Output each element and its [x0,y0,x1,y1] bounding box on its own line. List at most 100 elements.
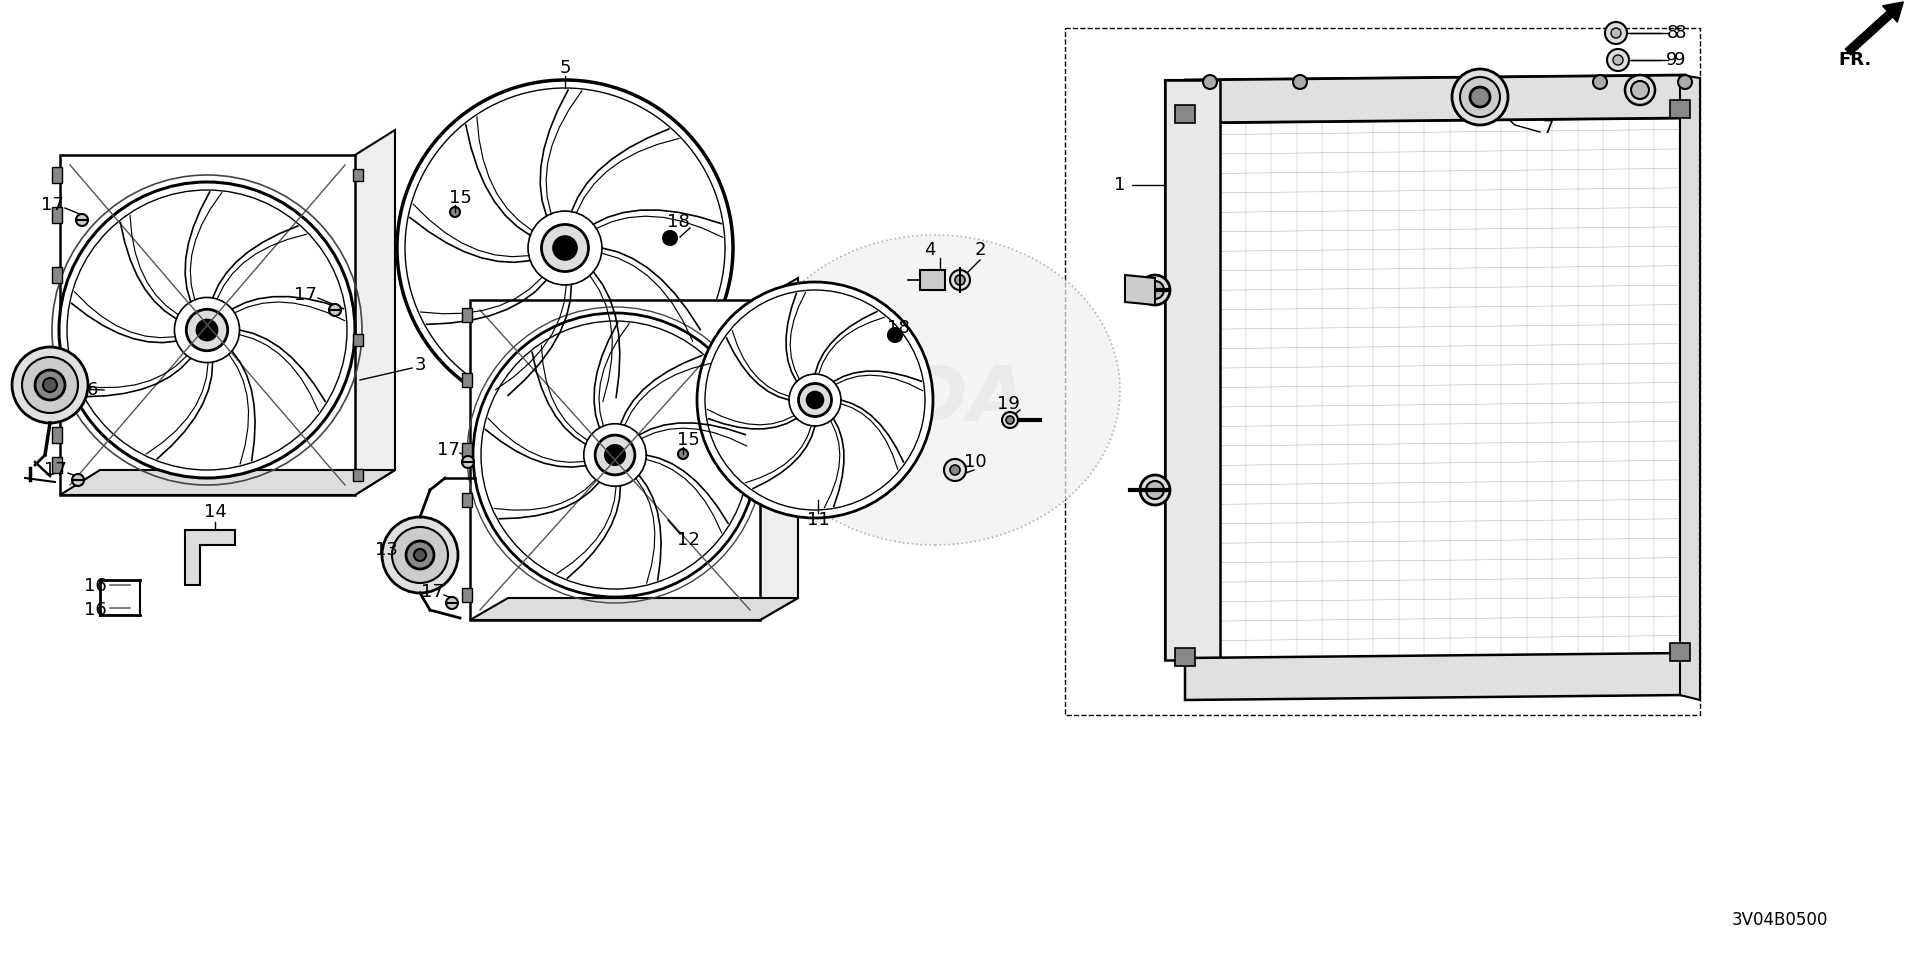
Circle shape [392,527,447,583]
Text: 17: 17 [294,286,317,304]
Text: 8: 8 [1667,24,1678,42]
Text: 11: 11 [806,511,829,529]
Text: 5: 5 [559,59,570,77]
Polygon shape [920,270,945,290]
Polygon shape [184,530,234,585]
Polygon shape [355,130,396,495]
Circle shape [21,357,79,413]
Text: 17: 17 [420,583,444,601]
Circle shape [196,320,217,341]
Text: 2: 2 [973,241,985,259]
Circle shape [1678,75,1692,89]
Text: FR.: FR. [1837,51,1872,69]
Text: 8: 8 [1674,24,1686,42]
Text: 18: 18 [666,213,689,231]
Polygon shape [1680,75,1699,700]
Polygon shape [463,493,472,507]
Circle shape [1605,22,1626,44]
Circle shape [1594,75,1607,89]
Circle shape [945,459,966,481]
Text: 19: 19 [996,395,1020,413]
Polygon shape [1219,110,1680,660]
Polygon shape [52,207,61,223]
Circle shape [662,231,678,245]
Circle shape [77,214,88,226]
Text: 3: 3 [415,356,426,374]
Circle shape [186,309,228,350]
Text: 16: 16 [84,601,106,619]
Circle shape [954,275,966,285]
Circle shape [789,374,841,426]
Circle shape [42,378,58,392]
Text: 10: 10 [964,453,987,471]
Circle shape [1624,75,1655,105]
Circle shape [1607,49,1628,71]
Text: 6: 6 [86,381,98,399]
Circle shape [1140,275,1169,305]
Polygon shape [1670,643,1690,661]
Circle shape [405,541,434,569]
Text: 14: 14 [204,503,227,521]
Circle shape [528,211,603,285]
Ellipse shape [751,235,1119,545]
Circle shape [950,465,960,475]
Circle shape [799,383,831,417]
Circle shape [1459,77,1500,117]
Text: 17: 17 [40,196,63,214]
Polygon shape [1175,105,1194,123]
Polygon shape [52,427,61,443]
Circle shape [1613,55,1622,65]
Circle shape [541,225,589,272]
Polygon shape [463,443,472,457]
Circle shape [950,270,970,290]
Polygon shape [353,469,363,481]
Polygon shape [470,300,760,620]
Circle shape [1146,281,1164,299]
Text: 1: 1 [1114,176,1125,194]
Text: 17: 17 [44,461,67,479]
Text: 18: 18 [887,319,910,337]
Circle shape [1204,75,1217,89]
Circle shape [445,597,459,609]
Circle shape [678,449,687,459]
Circle shape [1292,75,1308,89]
Text: 4: 4 [924,241,935,259]
Circle shape [60,182,355,478]
Text: 7: 7 [1542,119,1553,137]
Circle shape [73,474,84,486]
Polygon shape [1185,653,1686,700]
Polygon shape [52,457,61,473]
Circle shape [463,456,474,468]
Circle shape [472,313,756,597]
Circle shape [1611,28,1620,38]
Polygon shape [52,167,61,183]
Polygon shape [52,267,61,283]
Circle shape [887,328,902,342]
Polygon shape [60,470,396,495]
Circle shape [328,304,342,316]
Circle shape [1002,412,1018,428]
Polygon shape [1185,75,1686,123]
Circle shape [35,370,65,400]
Circle shape [12,347,88,423]
Text: 13: 13 [374,541,397,559]
Polygon shape [463,373,472,387]
Polygon shape [353,169,363,181]
Circle shape [415,549,426,561]
Text: HONDA: HONDA [712,363,1027,437]
Polygon shape [463,588,472,602]
Text: 15: 15 [449,189,472,207]
Polygon shape [463,308,472,322]
Circle shape [584,423,647,486]
Circle shape [1140,475,1169,505]
FancyArrow shape [1845,2,1903,55]
Text: 9: 9 [1667,51,1678,69]
Circle shape [175,298,240,363]
Polygon shape [1165,80,1219,660]
Circle shape [1006,416,1014,424]
Circle shape [1146,481,1164,499]
Polygon shape [1125,275,1156,305]
Polygon shape [60,155,355,495]
Circle shape [397,80,733,416]
Text: 9: 9 [1674,51,1686,69]
